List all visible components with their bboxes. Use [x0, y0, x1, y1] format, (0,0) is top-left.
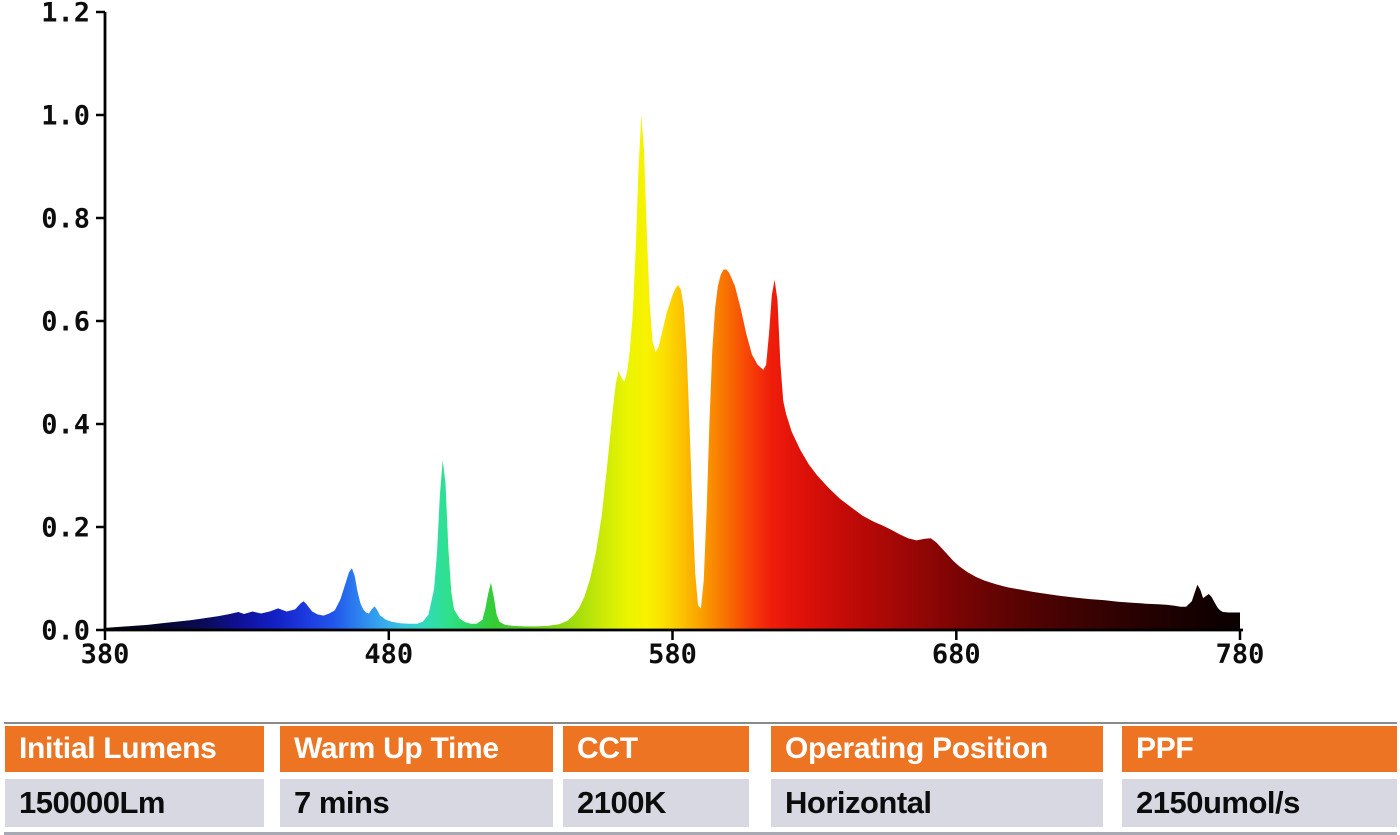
spec-header-cell-2: CCT [563, 726, 749, 772]
x-tick-label: 380 [81, 639, 130, 670]
spec-value-cell-1: 7 mins [280, 779, 553, 827]
x-tick-label: 480 [364, 639, 413, 670]
x-tick-label: 580 [648, 639, 697, 670]
table-top-border [4, 722, 1397, 724]
spectral-distribution-chart: 0.0 0.2 0.4 0.6 0.8 1.0 1.2 380 480 580 680 780 [41, 0, 1264, 670]
spec-value-cell-2: 2100K [563, 779, 749, 827]
spec-header-cell-1: Warm Up Time [280, 726, 553, 772]
table-value-row: 150000Lm 7 mins 2100K Horizontal 2150umol/s [5, 779, 1397, 827]
y-tick-label: 0.6 [41, 307, 90, 338]
y-tick-label: 0.0 [41, 616, 90, 647]
y-tick-label: 0.4 [41, 410, 90, 441]
spec-value-cell-0: 150000Lm [5, 779, 264, 827]
y-tick-label: 1.2 [41, 0, 90, 29]
spec-header-cell-3: Operating Position [771, 726, 1103, 772]
x-tick-label: 680 [932, 639, 981, 670]
x-tick-label: 780 [1216, 639, 1265, 670]
table-header-row: Initial Lumens Warm Up Time CCT Operating P… [5, 726, 1397, 772]
spec-value-cell-3: Horizontal [771, 779, 1103, 827]
y-tick-label: 0.8 [41, 204, 90, 235]
spectrum-area [105, 115, 1240, 630]
spec-header-cell-4: PPF [1122, 726, 1397, 772]
table-bottom-border [4, 832, 1397, 835]
spec-header-cell-0: Initial Lumens [5, 726, 264, 772]
y-tick-label: 0.2 [41, 513, 90, 544]
spec-value-cell-4: 2150umol/s [1122, 779, 1397, 827]
spec-table: Initial Lumens Warm Up Time CCT Operating P… [0, 722, 1400, 835]
chart-axes: 0.0 0.2 0.4 0.6 0.8 1.0 1.2 380 480 580 680 780 [41, 0, 1264, 670]
y-tick-label: 1.0 [41, 101, 90, 132]
